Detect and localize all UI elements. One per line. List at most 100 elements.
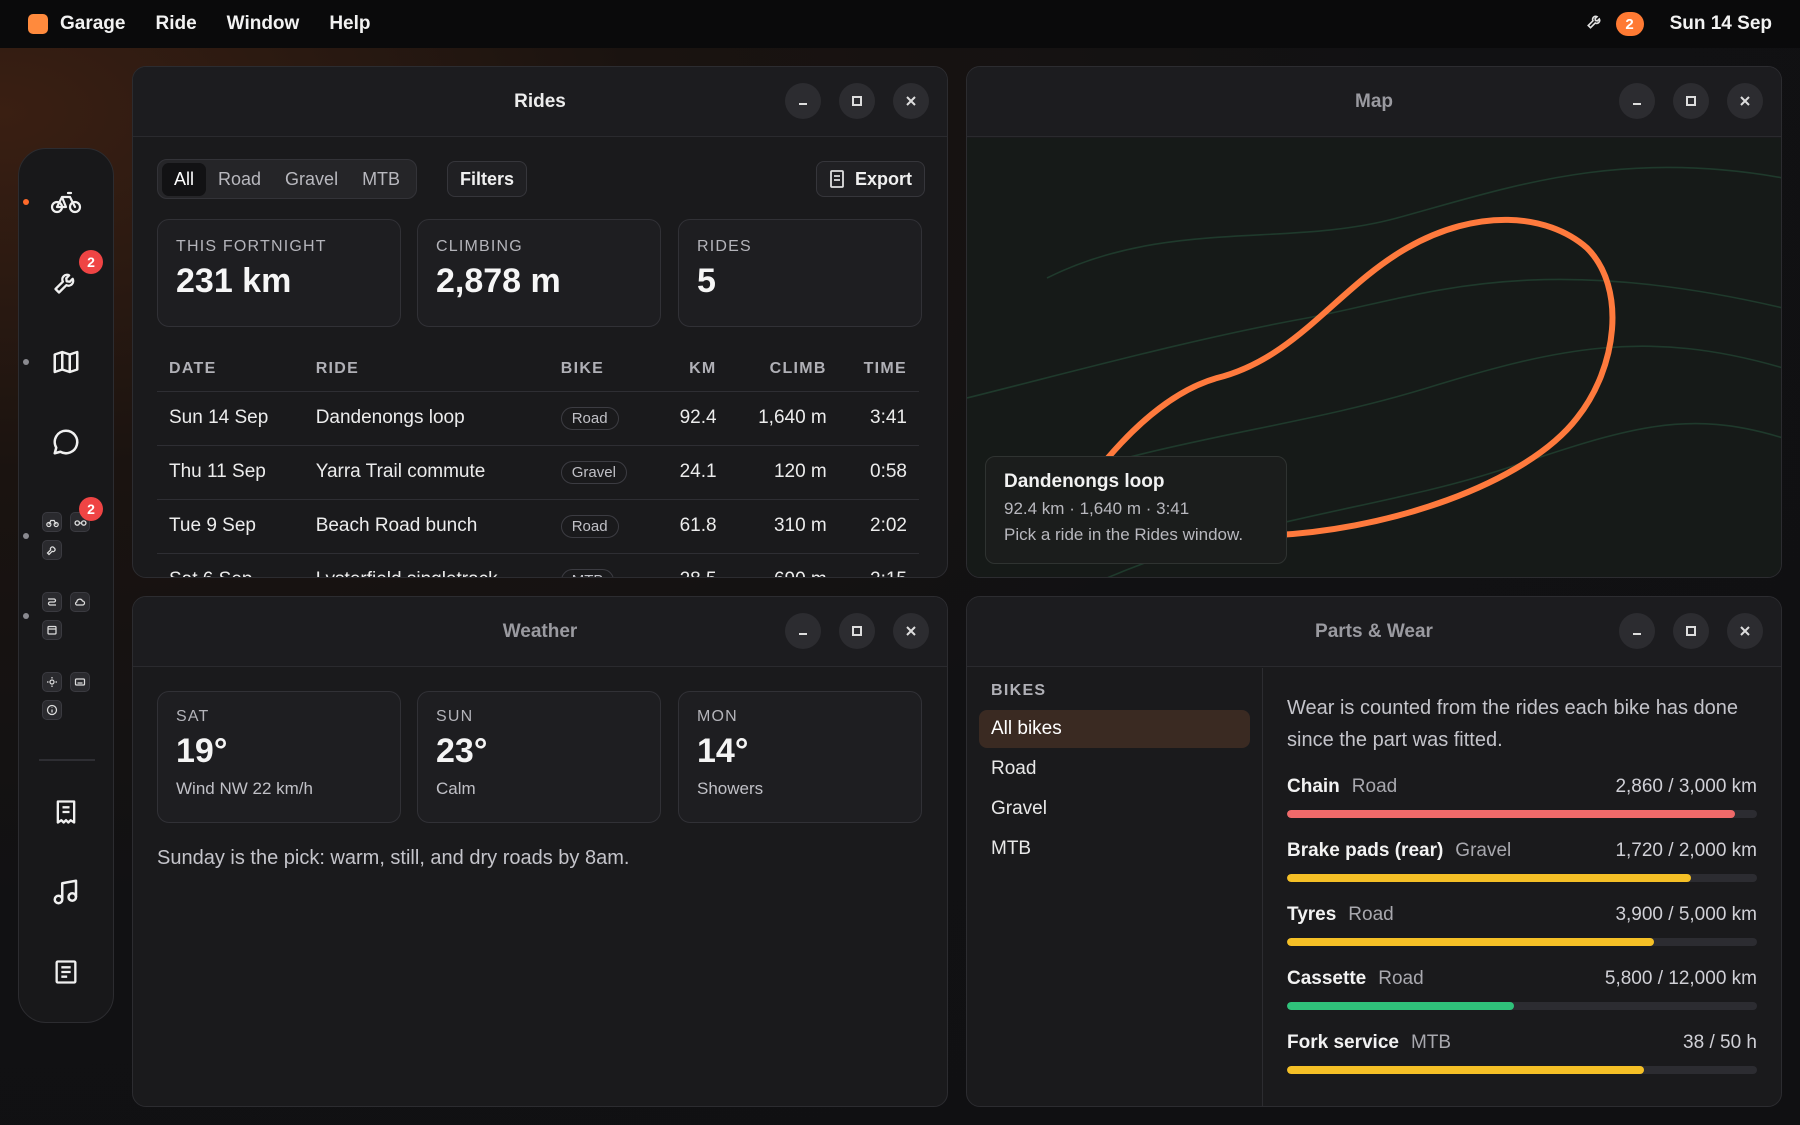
parts-list: Wear is counted from the rides each bike… (1287, 692, 1757, 1096)
dock-settings-group[interactable] (19, 661, 113, 731)
cell-climb: 690 m (728, 553, 839, 577)
dock-running-indicator (23, 533, 29, 539)
part-name: Cassette (1287, 968, 1367, 989)
close-button[interactable] (1727, 613, 1763, 649)
dock-music[interactable] (19, 862, 113, 922)
menu-help[interactable]: Help (329, 13, 371, 34)
part-name: Fork service (1287, 1032, 1399, 1053)
cell-date: Thu 11 Sep (157, 445, 304, 500)
cell-date: Sun 14 Sep (157, 391, 304, 446)
forecast-condition: Wind NW 22 km/h (176, 779, 313, 798)
bike-tag: MTB (560, 568, 615, 577)
map-canvas[interactable]: Dandenongs loop 92.4 km · 1,640 m · 3:41… (967, 138, 1781, 577)
stat-label: THIS FORTNIGHT (176, 238, 327, 255)
tab-road[interactable]: Road (218, 168, 262, 189)
dock-group-rides[interactable]: 2 (19, 497, 113, 571)
dock-messages[interactable] (19, 412, 113, 472)
parts-titlebar[interactable]: Parts & Wear (967, 597, 1781, 667)
table-row[interactable]: Thu 11 Sep Yarra Trail commute Gravel 24… (157, 445, 919, 500)
bike-item-all[interactable]: All bikes (979, 710, 1250, 748)
map-terrain (967, 166, 1781, 577)
minimize-button[interactable] (1619, 83, 1655, 119)
bike-tag: Road (560, 514, 619, 538)
table-row[interactable]: Sat 6 Sep Lysterfield singletrack MTB 28… (157, 553, 919, 577)
notification-badge[interactable]: 2 (1615, 12, 1644, 36)
column-header-ride[interactable]: RIDE (303, 347, 549, 392)
dock-separator (39, 759, 95, 761)
part-amount: 2,860 / 3,000 km (1615, 776, 1757, 797)
part-bike: Road (1378, 968, 1424, 989)
cell-ride: Beach Road bunch (303, 499, 549, 554)
stat-card-distance: THIS FORTNIGHT 231 km (157, 219, 401, 327)
close-button[interactable] (1727, 83, 1763, 119)
close-button[interactable] (893, 613, 929, 649)
menu-ride[interactable]: Ride (155, 13, 197, 34)
part-item[interactable]: Brake pads (rear) Gravel 1,720 / 2,000 km (1287, 840, 1757, 882)
column-header-km[interactable]: KM (656, 347, 729, 392)
music-note-icon (53, 879, 78, 905)
map-titlebar[interactable]: Map (967, 67, 1781, 137)
dock-map[interactable] (19, 332, 113, 392)
forecast-card-mon: MON 14° Showers (678, 691, 922, 823)
part-bike: Road (1348, 904, 1394, 925)
maximize-button[interactable] (1673, 83, 1709, 119)
bike-item-road[interactable]: Road (991, 758, 1037, 779)
menu-window[interactable]: Window (226, 13, 300, 34)
route-line[interactable] (1046, 216, 1616, 543)
part-name: Brake pads (rear) (1287, 840, 1444, 861)
menubar-date[interactable]: Sun 14 Sep (1669, 13, 1772, 34)
bike-item-mtb[interactable]: MTB (991, 838, 1032, 859)
export-button[interactable]: Export (815, 161, 925, 197)
dock-planning[interactable] (19, 581, 113, 651)
column-header-climb[interactable]: CLIMB (728, 347, 839, 392)
wear-bar (1287, 1002, 1757, 1010)
menu-app-name[interactable]: Garage (60, 13, 126, 34)
part-item[interactable]: Chain Road 2,860 / 3,000 km (1287, 776, 1757, 818)
maximize-button[interactable] (839, 613, 875, 649)
tab-mtb[interactable]: MTB (362, 168, 401, 189)
wrench-status-icon[interactable] (1586, 12, 1604, 36)
cell-ride: Lysterfield singletrack (303, 553, 549, 577)
tab-all[interactable]: All (162, 162, 207, 196)
minimize-button[interactable] (1619, 613, 1655, 649)
column-header-date[interactable]: DATE (157, 347, 304, 392)
chat-bubble-icon (53, 429, 79, 455)
bikes-header: BIKES (991, 682, 1047, 699)
table-row[interactable]: Tue 9 Sep Beach Road bunch Road 61.8 310… (157, 499, 919, 554)
dock-notes[interactable] (19, 942, 113, 1002)
filters-button[interactable]: Filters (447, 161, 528, 197)
cell-time: 3:41 (838, 391, 919, 446)
mini-sun-icon (42, 672, 62, 692)
cell-date: Tue 9 Sep (157, 499, 304, 554)
mini-route-icon (42, 592, 62, 612)
part-item[interactable]: Cassette Road 5,800 / 12,000 km (1287, 968, 1757, 1010)
part-item[interactable]: Fork service MTB 38 / 50 h (1287, 1032, 1757, 1074)
window-title: Parts & Wear (1315, 620, 1433, 642)
cell-date: Sat 6 Sep (157, 553, 304, 577)
document-icon (55, 960, 77, 984)
dock-maintenance[interactable]: 2 (19, 250, 113, 312)
bike-item-gravel[interactable]: Gravel (991, 798, 1047, 819)
dock-receipts[interactable] (19, 782, 113, 842)
tab-gravel[interactable]: Gravel (285, 168, 339, 189)
dock-rides[interactable] (19, 172, 113, 232)
forecast-card-sun: SUN 23° Calm (417, 691, 661, 823)
weather-titlebar[interactable]: Weather (133, 597, 947, 667)
map-ride-stats: 92.4 km · 1,640 m · 3:41 (1004, 499, 1190, 518)
maximize-button[interactable] (839, 83, 875, 119)
rides-titlebar[interactable]: Rides (133, 67, 947, 137)
maximize-button[interactable] (1673, 613, 1709, 649)
stat-label: RIDES (697, 238, 752, 255)
dock: 2 2 (18, 148, 114, 1023)
stat-label: CLIMBING (436, 238, 523, 255)
column-header-time[interactable]: TIME (838, 347, 919, 392)
close-button[interactable] (893, 83, 929, 119)
map-window: Map Dandenongs loop 92.4 km · 1,640 m · … (966, 66, 1782, 578)
group-badge: 2 (79, 497, 103, 521)
column-header-bike[interactable]: BIKE (548, 347, 656, 392)
minimize-button[interactable] (785, 613, 821, 649)
table-row[interactable]: Sun 14 Sep Dandenongs loop Road 92.4 1,6… (157, 391, 919, 446)
cell-ride: Yarra Trail commute (303, 445, 549, 500)
part-item[interactable]: Tyres Road 3,900 / 5,000 km (1287, 904, 1757, 946)
minimize-button[interactable] (785, 83, 821, 119)
